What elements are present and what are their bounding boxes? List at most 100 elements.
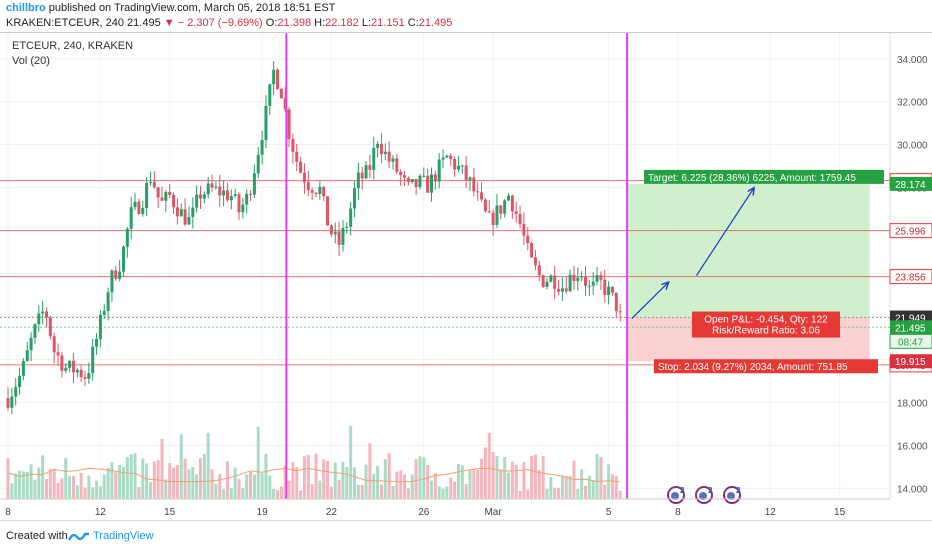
volume-bar	[175, 465, 179, 499]
volume-bars	[6, 425, 622, 499]
price-change: − 2.307 (−9.69%)	[177, 17, 263, 29]
volume-bar	[607, 464, 611, 499]
candle-body	[229, 195, 233, 201]
volume-bar	[56, 483, 60, 499]
candle-body	[156, 187, 160, 198]
volume-bar	[364, 464, 368, 499]
candle-body	[495, 205, 499, 225]
volume-bar	[541, 456, 545, 499]
author-link[interactable]: chillbro	[6, 2, 46, 14]
volume-bar	[45, 478, 48, 499]
candle-body	[283, 98, 287, 110]
volume-bar	[98, 486, 102, 499]
volume-bar	[329, 486, 333, 499]
volume-bar	[345, 467, 349, 499]
time-tick-label: Mar	[484, 507, 502, 518]
volume-bar	[206, 432, 210, 499]
target-zone	[627, 183, 870, 318]
candle-body	[545, 281, 549, 287]
close-value: 21.495	[418, 17, 453, 29]
price-line-label: 25.996	[895, 227, 926, 238]
chart-area[interactable]: Target: 6.225 (28.36%) 6225, Amount: 175…	[0, 32, 932, 521]
candle-body	[306, 182, 310, 191]
volume-bar	[48, 469, 52, 499]
volume-bar	[391, 486, 395, 499]
time-tick-label: 12	[765, 507, 777, 518]
candle-body	[591, 281, 595, 286]
candle-body	[449, 155, 453, 159]
candle-body	[122, 246, 125, 272]
volume-bar	[537, 470, 541, 499]
volume-bar	[21, 471, 25, 499]
volume-bar	[314, 453, 318, 499]
target-label-box	[644, 169, 884, 184]
time-tick-label: 8	[675, 507, 681, 518]
price-badge	[890, 320, 932, 335]
high-value: 22.182	[325, 17, 359, 29]
candle-body	[399, 171, 403, 176]
volume-bar	[322, 459, 326, 499]
candle-body	[29, 337, 33, 351]
volume-bar	[152, 461, 156, 499]
volume-bar	[433, 473, 437, 499]
candles	[6, 61, 622, 415]
candle-body	[68, 360, 72, 368]
countdown-label: 08:47	[898, 337, 923, 348]
candle-body	[125, 228, 129, 247]
volume-bar	[437, 486, 441, 499]
candle-body	[410, 179, 414, 183]
candle-body	[206, 183, 210, 195]
candle-body	[584, 276, 587, 286]
candle-body	[557, 288, 561, 292]
price-axis: 14.00016.00018.00020.00022.00024.00026.0…	[889, 55, 932, 495]
volume-bar	[545, 488, 549, 499]
event-icon-dot	[699, 492, 707, 500]
tradingview-brand[interactable]: TradingView	[93, 530, 154, 542]
risk-reward-label: Risk/Reward Ratio: 3.06	[712, 326, 820, 337]
symbol-info: KRAKEN:ETCEUR, 240	[6, 17, 124, 29]
event-icon-dot	[671, 492, 679, 500]
candle-body	[406, 177, 410, 183]
candle-body	[326, 196, 330, 226]
volume-bar	[553, 487, 557, 499]
candle-body	[468, 177, 472, 181]
volume-bar	[483, 447, 487, 499]
candle-body	[441, 157, 445, 160]
time-tick-label: 15	[834, 507, 846, 518]
volume-bar	[453, 481, 457, 499]
volume-bar	[60, 478, 64, 499]
volume-bar	[456, 463, 460, 499]
price-line-label: 23.856	[895, 273, 926, 284]
candle-body	[183, 209, 187, 225]
volume-bar	[356, 484, 360, 499]
volume-bar	[41, 455, 45, 499]
volume-bar	[503, 457, 507, 499]
price-badge	[890, 176, 932, 191]
volume-bar	[91, 487, 95, 499]
candle-body	[148, 181, 152, 183]
candle-body	[460, 165, 464, 167]
low-label: L:	[361, 17, 372, 29]
tradingview-logo-icon[interactable]	[68, 529, 90, 543]
candle-body	[318, 186, 322, 194]
candle-body	[222, 190, 226, 196]
candle-body	[483, 199, 487, 212]
volume-bar	[195, 474, 199, 499]
volume-bar	[399, 470, 403, 499]
candle-body	[264, 105, 268, 140]
candle-body	[91, 346, 95, 374]
countdown-badge	[889, 333, 932, 349]
volume-indicator-label: Vol (20)	[12, 55, 50, 67]
volume-bar	[614, 476, 618, 499]
volume-bar	[133, 453, 137, 499]
volume-bar	[276, 489, 279, 499]
volume-bar	[95, 480, 99, 499]
volume-bar	[318, 480, 322, 499]
price-chart[interactable]: Target: 6.225 (28.36%) 6225, Amount: 175…	[0, 33, 932, 521]
volume-bar	[25, 472, 29, 499]
candle-body	[472, 177, 476, 192]
candle-body	[45, 311, 48, 318]
volume-bar	[533, 454, 537, 499]
chart-symbol: ETCEUR, 240, KRAKEN	[12, 40, 133, 52]
down-triangle-icon: ▼	[163, 17, 175, 29]
